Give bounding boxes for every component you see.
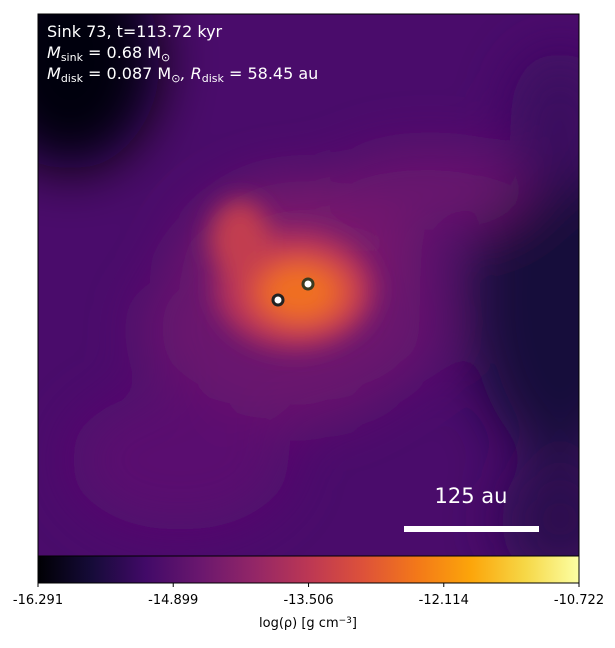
- colorbar-tick-label: -13.506: [283, 593, 333, 608]
- colorbar-tick-label: -12.114: [419, 593, 469, 608]
- colorbar-axis: -16.291 -14.899 -13.506 -12.114 -10.722: [13, 583, 604, 608]
- annotation-subscript: ⊙: [161, 51, 170, 64]
- annotation: Sink 73, t=113.72 kyr: [47, 22, 223, 41]
- density-map: [38, 14, 579, 556]
- annotation-text: = 58.45 au: [224, 64, 318, 83]
- colorbar-label-superscript: −3: [339, 616, 352, 626]
- annotation-text: M: [47, 43, 61, 62]
- colorbar-label-text: log(ρ) [g cm: [259, 616, 339, 631]
- annotation-subscript: sink: [61, 51, 84, 64]
- annotation-subscript: ⊙: [171, 72, 180, 85]
- annotation-text: M: [47, 64, 61, 83]
- colorbar-tick-label: -10.722: [554, 593, 604, 608]
- colorbar-tick-label: -16.291: [13, 593, 63, 608]
- annotation-text: = 0.087 M: [83, 64, 171, 83]
- colorbar-label: log(ρ) [g cm−3]: [259, 616, 357, 631]
- sink-particle: [271, 293, 285, 307]
- annotation-subscript: disk: [202, 72, 225, 85]
- annotation: Msink = 0.68 M⊙: [47, 43, 170, 64]
- annotation-text: = 0.68 M: [83, 43, 161, 62]
- annotation-text: , R: [180, 64, 201, 83]
- colorbar: [37, 555, 580, 584]
- annotation-text: Sink 73, t=113.72 kyr: [47, 22, 223, 41]
- colorbar-tick-label: -14.899: [148, 593, 198, 608]
- annotation: Mdisk = 0.087 M⊙, Rdisk = 58.45 au: [47, 64, 318, 85]
- annotation-subscript: disk: [61, 72, 84, 85]
- colorbar-label-text: ]: [352, 616, 357, 631]
- scale-bar-label: 125 au: [435, 484, 508, 508]
- sink-particle: [301, 277, 315, 291]
